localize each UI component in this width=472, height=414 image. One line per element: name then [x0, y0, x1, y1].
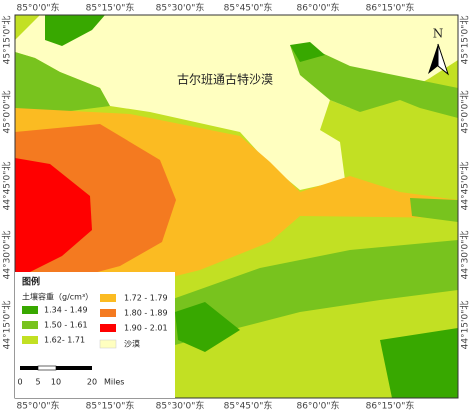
- scale-segment: [56, 366, 92, 370]
- legend-label: 1.72 - 1.79: [124, 294, 168, 303]
- zone-dark-green: [45, 15, 105, 46]
- longitude-label: 85°15'0"东: [86, 400, 135, 412]
- longitude-label: 86°15'0"东: [366, 400, 415, 412]
- legend-swatch: [100, 309, 116, 317]
- scale-label: 20: [87, 378, 97, 387]
- longitude-label: 85°45'0"东: [224, 2, 273, 14]
- legend-label: 1.90 - 2.01: [124, 324, 168, 333]
- zone-dark-green: [175, 302, 240, 352]
- north-arrow-left: [428, 44, 438, 74]
- north-label: N: [433, 27, 444, 41]
- scale-segment: [37, 365, 57, 371]
- longitude-label: 85°30'0"东: [156, 2, 205, 14]
- map-frame: [14, 14, 459, 399]
- longitude-label: 85°30'0"东: [156, 400, 205, 412]
- latitude-label: 44°30'0"北: [460, 231, 471, 280]
- latitude-label: 44°15'0"北: [460, 301, 471, 350]
- zone-mid-green: [410, 198, 458, 222]
- legend-subtitle: 土壤容重（g/cm³）: [22, 292, 93, 302]
- scale-label: 0: [17, 378, 22, 387]
- longitude-label: 85°0'0"东: [16, 400, 59, 412]
- longitude-label: 86°0'0"东: [296, 2, 339, 14]
- map-area: 古尔班通古特沙漠: [14, 14, 459, 399]
- latitude-label: 45°0'0"北: [2, 90, 13, 133]
- zone-mid-green: [170, 240, 458, 345]
- legend-swatch: [22, 336, 38, 344]
- latitude-label: 45°0'0"北: [460, 90, 471, 133]
- legend-swatch: [22, 321, 38, 329]
- legend-swatch: [99, 339, 117, 349]
- zone-red: [15, 158, 92, 272]
- north-arrow-right: [437, 43, 450, 76]
- legend-label: 1.50 - 1.61: [44, 321, 88, 330]
- latitude-label: 44°45'0"北: [2, 162, 13, 211]
- legend-box: [15, 272, 175, 398]
- latitude-label: 44°45'0"北: [460, 162, 471, 211]
- north-arrow: N: [428, 27, 450, 76]
- latitude-label: 45°15'0"北: [2, 16, 13, 65]
- legend-swatch: [100, 324, 116, 332]
- scale-segment: [20, 366, 38, 370]
- latitude-label: 45°15'0"北: [460, 16, 471, 65]
- legend-label: 1.80 - 1.89: [124, 309, 168, 318]
- latitude-label: 44°15'0"北: [2, 301, 13, 350]
- legend-label: 沙漠: [124, 339, 140, 349]
- latitude-label: 44°30'0"北: [2, 231, 13, 280]
- longitude-label: 86°15'0"东: [366, 2, 415, 14]
- zone-mid-green: [15, 52, 110, 118]
- zone-dark-green: [290, 42, 325, 62]
- legend-swatch: [100, 294, 116, 302]
- legend-label: 1.34 - 1.49: [44, 306, 88, 315]
- longitude-label: 85°0'0"东: [16, 2, 59, 14]
- longitude-label: 86°0'0"东: [296, 400, 339, 412]
- scale-unit: Miles: [104, 378, 124, 387]
- legend-label: 1.62- 1.71: [44, 336, 85, 345]
- longitude-label: 85°45'0"东: [224, 400, 273, 412]
- scale-label: 10: [51, 378, 61, 387]
- legend-swatch: [22, 306, 38, 314]
- scale-bar: 0 5 10 20 Miles: [17, 365, 124, 387]
- desert: [15, 15, 458, 190]
- region-label: 古尔班通古特沙漠: [177, 72, 273, 87]
- longitude-label: 85°15'0"东: [86, 2, 135, 14]
- scale-label: 5: [35, 378, 40, 387]
- zone-mid-green: [290, 45, 458, 118]
- zone-dark-green: [380, 328, 458, 398]
- legend-title: 图例: [22, 276, 40, 288]
- legend: 图例 土壤容重（g/cm³） 1.34 - 1.49 1.50 - 1.61 1…: [15, 272, 175, 398]
